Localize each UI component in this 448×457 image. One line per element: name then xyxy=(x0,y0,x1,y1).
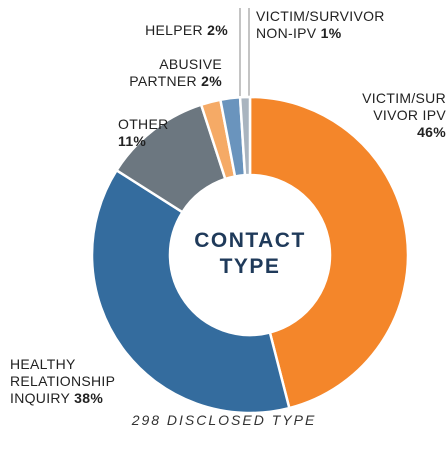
value-label: 1% xyxy=(320,25,342,41)
value-label: 2% xyxy=(201,73,222,89)
caption: 298 DISCLOSED TYPE xyxy=(131,412,317,428)
category-name: VICTIM/SURVIVOR NON-IPV xyxy=(256,8,385,41)
slice-label: VICTIM/SURVIVOR NON-IPV 1% xyxy=(256,8,406,42)
value-label: 38% xyxy=(74,390,104,406)
donut-segment xyxy=(238,95,252,177)
slice-label: OTHER 11% xyxy=(118,116,188,150)
category-name: HELPER xyxy=(145,22,203,38)
category-name: OTHER xyxy=(118,116,169,132)
center-label: CONTACT TYPE xyxy=(194,229,306,278)
slice-label: HEALTHY RELATIONSHIP INQUIRY 38% xyxy=(10,356,150,407)
value-label: 11% xyxy=(118,133,147,149)
donut-segment xyxy=(90,168,291,415)
category-name: VICTIM/SURVIVOR IPV xyxy=(362,90,446,123)
slice-label: ABUSIVE PARTNER 2% xyxy=(112,56,222,90)
value-label: 2% xyxy=(207,22,228,38)
value-label: 46% xyxy=(417,124,446,140)
slice-label: HELPER 2% xyxy=(108,22,228,39)
slice-label: VICTIM/SURVIVOR IPV 46% xyxy=(356,90,446,141)
category-name: ABUSIVE PARTNER xyxy=(129,56,222,89)
donut-segment xyxy=(248,95,410,410)
category-name: HEALTHY RELATIONSHIP INQUIRY xyxy=(10,356,115,406)
